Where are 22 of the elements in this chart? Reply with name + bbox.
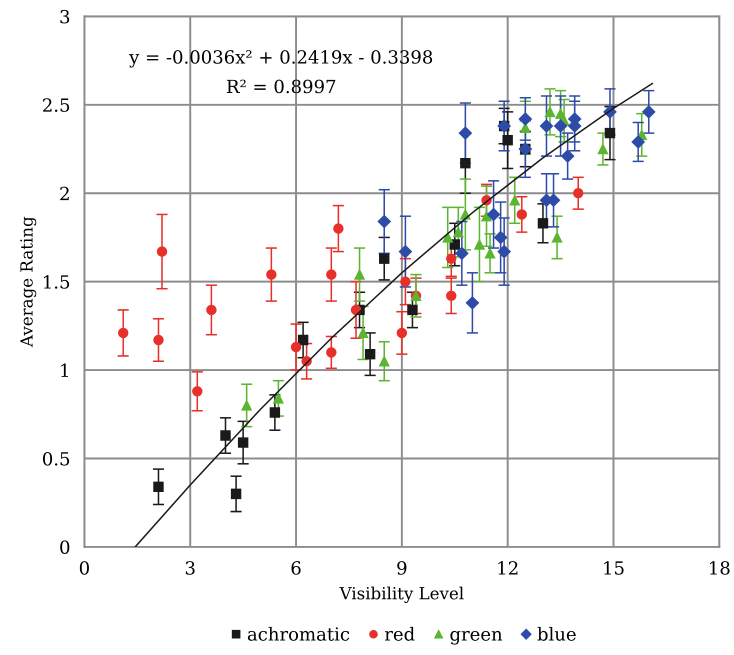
annotation: y = -0.0036x² + 0.2419x - 0.3398 — [129, 50, 432, 68]
y-tick-label: 0 — [60, 540, 70, 554]
x-tick-label: 18 — [710, 561, 730, 575]
x-tick-label: 12 — [498, 561, 518, 575]
x-tick-label: 0 — [80, 561, 89, 575]
y-tick-label: 1 — [61, 364, 68, 377]
legend-label: achromatic — [248, 626, 350, 641]
y-tick-label: 3 — [60, 10, 70, 24]
legend-label: red — [384, 626, 415, 641]
annotation: R² = 0.8997 — [226, 80, 336, 94]
y-tick-label: 2.5 — [43, 98, 70, 112]
x-tick-label: 9 — [397, 561, 406, 575]
x-tick-label: 15 — [604, 561, 624, 575]
x-tick-label: 3 — [186, 561, 195, 575]
y-tick-label: 0.5 — [43, 452, 70, 466]
y-axis-title: Average Rating — [20, 216, 36, 348]
legend-label: green — [450, 630, 502, 645]
x-axis-title: Visibility Level — [339, 586, 464, 603]
x-tick-label: 6 — [292, 561, 301, 575]
legend-label: blue — [538, 626, 576, 641]
y-tick-label: 2 — [60, 186, 69, 200]
y-tick-label: 1.5 — [44, 275, 70, 289]
